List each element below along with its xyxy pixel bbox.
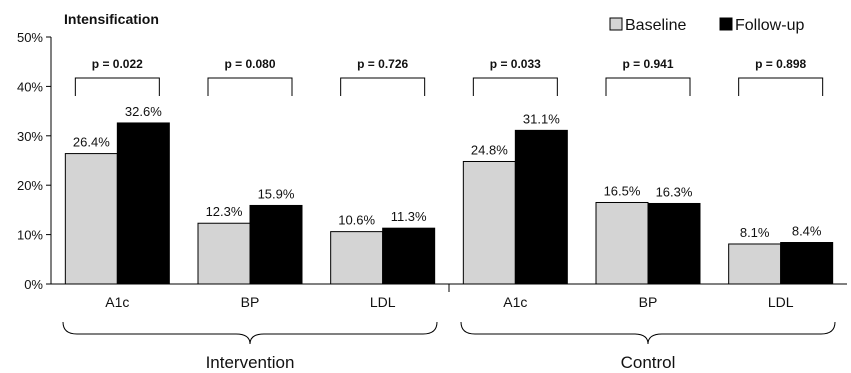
data-label-follow-up: 16.3% (656, 184, 693, 199)
data-label-baseline: 8.1% (740, 225, 770, 240)
y-tick-label: 20% (17, 178, 43, 193)
group-label: Intervention (206, 353, 295, 372)
x-tick-label: LDL (768, 294, 794, 310)
p-value-bracket (738, 77, 824, 96)
bar-baseline (728, 243, 782, 285)
data-label-follow-up: 8.4% (792, 224, 822, 239)
data-label-follow-up: 31.1% (523, 111, 560, 126)
data-label-baseline: 16.5% (604, 183, 641, 198)
p-value-bracket (207, 77, 293, 96)
bar-baseline (462, 160, 516, 285)
data-label-baseline: 10.6% (338, 213, 375, 228)
bar-baseline (330, 231, 384, 285)
y-tick-label: 10% (17, 228, 43, 243)
legend-swatch-baseline (609, 17, 623, 31)
p-value-bracket (472, 77, 558, 96)
x-tick-label: BP (241, 294, 260, 310)
data-label-baseline: 26.4% (73, 135, 110, 150)
p-value-brackets: p = 0.022 p = 0.080 p = 0.726 p = 0.033 p = … (74, 57, 824, 96)
p-value-bracket (605, 77, 691, 96)
data-label-follow-up: 11.3% (391, 209, 427, 224)
x-tick-label: A1c (105, 294, 129, 310)
y-tick-label: 0% (24, 277, 43, 292)
chart-title: Intensification (64, 11, 159, 27)
bar-follow-up (780, 242, 834, 285)
bar-follow-up (382, 227, 436, 285)
y-tick-label: 30% (17, 129, 43, 144)
group-brace (62, 321, 438, 345)
bar-follow-up (116, 122, 170, 285)
group-label: Control (621, 353, 676, 372)
data-label-baseline: 24.8% (471, 142, 508, 157)
bar-follow-up (514, 129, 568, 285)
x-axis: A1c BP LDL Intervention A1c BP LDL Control (51, 283, 847, 372)
legend: Baseline Follow-up (609, 17, 804, 34)
p-value-label: p = 0.033 (490, 57, 541, 71)
legend-label-follow-up: Follow-up (735, 17, 804, 34)
p-value-label: p = 0.941 (622, 57, 673, 71)
x-tick-label: A1c (503, 294, 527, 310)
p-value-bracket (74, 77, 160, 96)
p-value-label: p = 0.726 (357, 57, 408, 71)
x-tick-label: LDL (370, 294, 396, 310)
bar-baseline (595, 201, 649, 285)
y-axis: 0% 10% 20% 30% 40% 50% (17, 30, 52, 292)
bar-follow-up (647, 202, 701, 285)
legend-swatch-follow-up (719, 17, 733, 31)
group-brace (460, 321, 836, 345)
bars: 26.4% 32.6% 12.3% 15.9% 10.6% 11.3% 24.8% 31.1%… (64, 104, 834, 285)
p-value-bracket (340, 77, 426, 96)
p-value-label: p = 0.080 (224, 57, 275, 71)
y-tick-label: 40% (17, 79, 43, 94)
legend-label-baseline: Baseline (625, 17, 686, 34)
bar-baseline (64, 153, 118, 285)
data-label-follow-up: 15.9% (258, 186, 295, 201)
p-value-label: p = 0.022 (92, 57, 143, 71)
y-tick-label: 50% (17, 30, 43, 45)
p-value-label: p = 0.898 (755, 57, 806, 71)
data-label-baseline: 12.3% (206, 204, 243, 219)
bar-baseline (197, 222, 251, 285)
bar-follow-up (249, 204, 303, 285)
data-label-follow-up: 32.6% (125, 104, 162, 119)
x-tick-label: BP (639, 294, 658, 310)
